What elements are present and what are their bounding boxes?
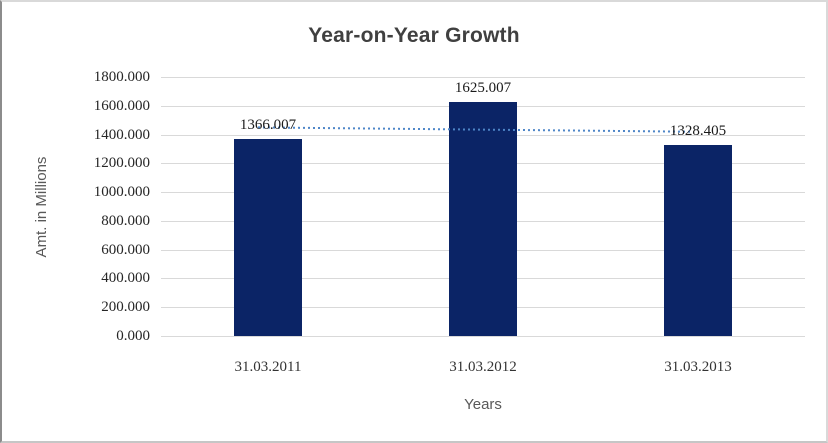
data-label: 1366.007 [239,117,297,133]
gridline [161,336,805,337]
chart-title: Year-on-Year Growth [308,24,520,47]
x-category-label: 31.03.2011 [234,359,302,375]
x-axis-title: Years [464,396,502,413]
y-tick-label: 1200.000 [93,155,150,171]
y-tick-label: 1400.000 [93,127,150,143]
y-tick-label: 600.000 [101,242,150,258]
y-tick-label: 0.000 [116,328,150,344]
data-label: 1328.405 [669,123,727,139]
bar-31.03.2013 [664,145,732,336]
x-category-label: 31.03.2013 [664,359,732,375]
x-category-label: 31.03.2012 [449,359,517,375]
bar-31.03.2011 [234,139,302,336]
y-tick-label: 200.000 [101,299,150,315]
y-tick-label: 1800.000 [93,69,150,85]
gridline [161,77,805,78]
bar-31.03.2012 [449,102,517,336]
y-axis-title: Amt. in Millions [33,156,50,258]
y-tick-label: 400.000 [101,270,150,286]
data-label: 1625.007 [454,80,512,96]
y-tick-label: 800.000 [101,213,150,229]
y-tick-label: 1600.000 [93,98,150,114]
y-tick-label: 1000.000 [93,184,150,200]
